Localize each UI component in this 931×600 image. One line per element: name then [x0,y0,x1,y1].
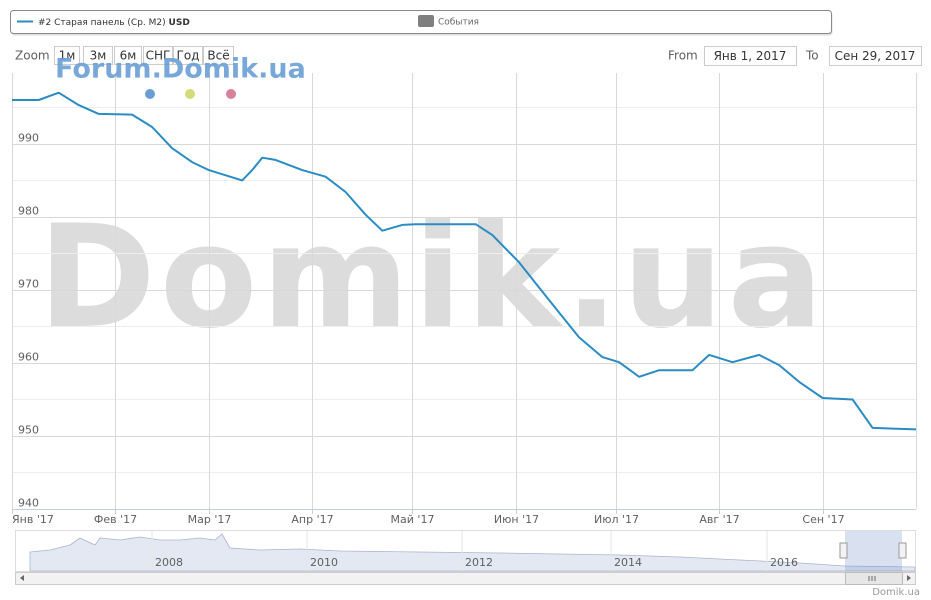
y-tick-label: 960 [18,351,39,364]
navigator-label: 2010 [310,556,338,569]
watermark: Domik.ua [38,195,827,360]
navigator-label: 2012 [465,556,493,569]
from-value: Янв 1, 2017 [714,49,787,63]
zoom-button[interactable] [143,46,173,65]
logo-dot [185,89,195,99]
scrollbar[interactable] [15,572,916,585]
forum-watermark: Forum.Domik.ua [55,54,306,85]
x-tick-label: Май '17 [391,513,435,526]
zoom-button[interactable] [173,46,203,65]
x-tick-label: Янв '17 [12,513,54,526]
legend-events-symbol [418,15,434,27]
x-tick-label: Мар '17 [188,513,232,526]
navigator-label: 2008 [155,556,183,569]
zoom-button[interactable] [203,46,234,65]
zoom-button[interactable] [114,46,142,65]
navigator-series [29,533,916,572]
navigator-selection[interactable] [845,531,902,571]
legend-series-name: #2 Старая панель (Ср. М2) [38,18,166,28]
x-tick-label: Сен '17 [802,513,844,526]
x-tick-label: Июл '17 [594,513,639,526]
y-tick-label: 970 [18,278,39,291]
zoom-button-label: Год [177,49,200,63]
from-label: From [668,49,698,63]
navigator-handle[interactable] [839,542,848,559]
to-label: To [805,49,819,63]
logo-dot [145,89,155,99]
credit[interactable]: Domik.ua [872,587,920,598]
legend-events[interactable]: События [438,18,479,28]
plot-area: 940 950 960 970 980 990 Янв '17 Фев '17 Мар '17 А… [12,73,917,526]
zoom-button-label: Всё [207,49,229,63]
x-tick-label: Фев '17 [94,513,137,526]
y-tick-label: 990 [18,132,39,145]
navigator-labels: 2008 2010 2012 2014 2016 [151,531,798,571]
navigator-handle[interactable] [898,542,907,559]
navigator-label: 2016 [770,556,798,569]
scrollbar-grip [868,576,876,581]
zoom-buttons: 1м 3м 6м СНГ Год Всё [54,46,234,65]
zoom-button[interactable] [54,46,80,65]
zoom-button-label: 3м [90,49,107,63]
to-value: Сен 29, 2017 [835,49,916,63]
zoom-button[interactable] [83,46,113,65]
zoom-button-label: СНГ [146,49,171,63]
logo-dot [226,89,236,99]
zoom-button-label: 6м [120,49,137,63]
legend-item[interactable]: #2 Старая панель (Ср. М2) USD [38,18,190,28]
y-tick-label: 950 [18,424,39,437]
scroll-right[interactable] [907,575,911,581]
zoom-label: Zoom [15,49,50,63]
to-input[interactable] [829,46,922,66]
y-tick-label: 980 [18,205,39,218]
legend-unit: USD [169,18,190,28]
series-line [12,91,917,431]
x-tick-label: Июн '17 [494,513,539,526]
x-tick-label: Апр '17 [291,513,333,526]
x-tick-label: Авг '17 [699,513,739,526]
zoom-button-label: 1м [59,49,76,63]
navigator-label: 2014 [614,556,642,569]
scroll-left[interactable] [20,575,24,581]
from-input[interactable] [704,46,797,66]
y-tick-label: 940 [18,497,39,510]
scrollbar-thumb[interactable] [845,572,903,585]
